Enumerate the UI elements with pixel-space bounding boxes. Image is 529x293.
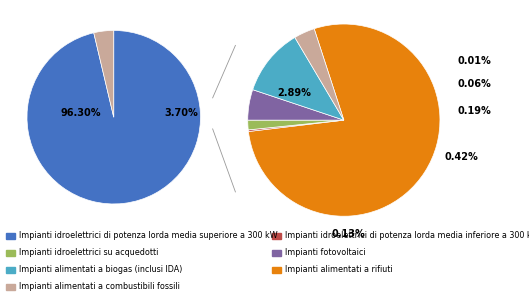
Text: Impianti alimentati a biogas (inclusi IDA): Impianti alimentati a biogas (inclusi ID… [19,265,183,274]
Bar [6,250,15,256]
Bar [272,233,281,239]
Bar [6,284,15,290]
Text: Impianti alimentati a rifiuti: Impianti alimentati a rifiuti [285,265,393,274]
Text: 0.06%: 0.06% [457,79,491,88]
Bar [6,233,15,239]
Wedge shape [94,30,114,117]
Wedge shape [27,30,200,204]
Text: 0.13%: 0.13% [332,229,366,239]
Text: 3.70%: 3.70% [165,108,198,118]
Bar [272,250,281,256]
Bar [272,267,281,273]
Text: Impianti idroelettrici di potenza lorda media superiore a 300 kW: Impianti idroelettrici di potenza lorda … [19,231,278,240]
Text: 0.01%: 0.01% [457,56,491,66]
Wedge shape [248,120,344,130]
Text: 0.42%: 0.42% [445,152,479,162]
Wedge shape [248,120,344,132]
Wedge shape [253,38,344,120]
Text: Impianti alimentati a combustibili fossili: Impianti alimentati a combustibili fossi… [19,282,180,291]
Text: 0.19%: 0.19% [457,105,491,115]
Text: Impianti fotovoltaici: Impianti fotovoltaici [285,248,366,257]
Text: Impianti idroelettrici su acquedotti: Impianti idroelettrici su acquedotti [19,248,158,257]
Text: 2.89%: 2.89% [277,88,311,98]
Wedge shape [249,24,440,216]
Bar [6,267,15,273]
Text: Impianti idroelettrici di potenza lorda media inferiore a 300 kW: Impianti idroelettrici di potenza lorda … [285,231,529,240]
Wedge shape [295,29,344,120]
Text: 96.30%: 96.30% [60,108,101,118]
Wedge shape [248,90,344,120]
